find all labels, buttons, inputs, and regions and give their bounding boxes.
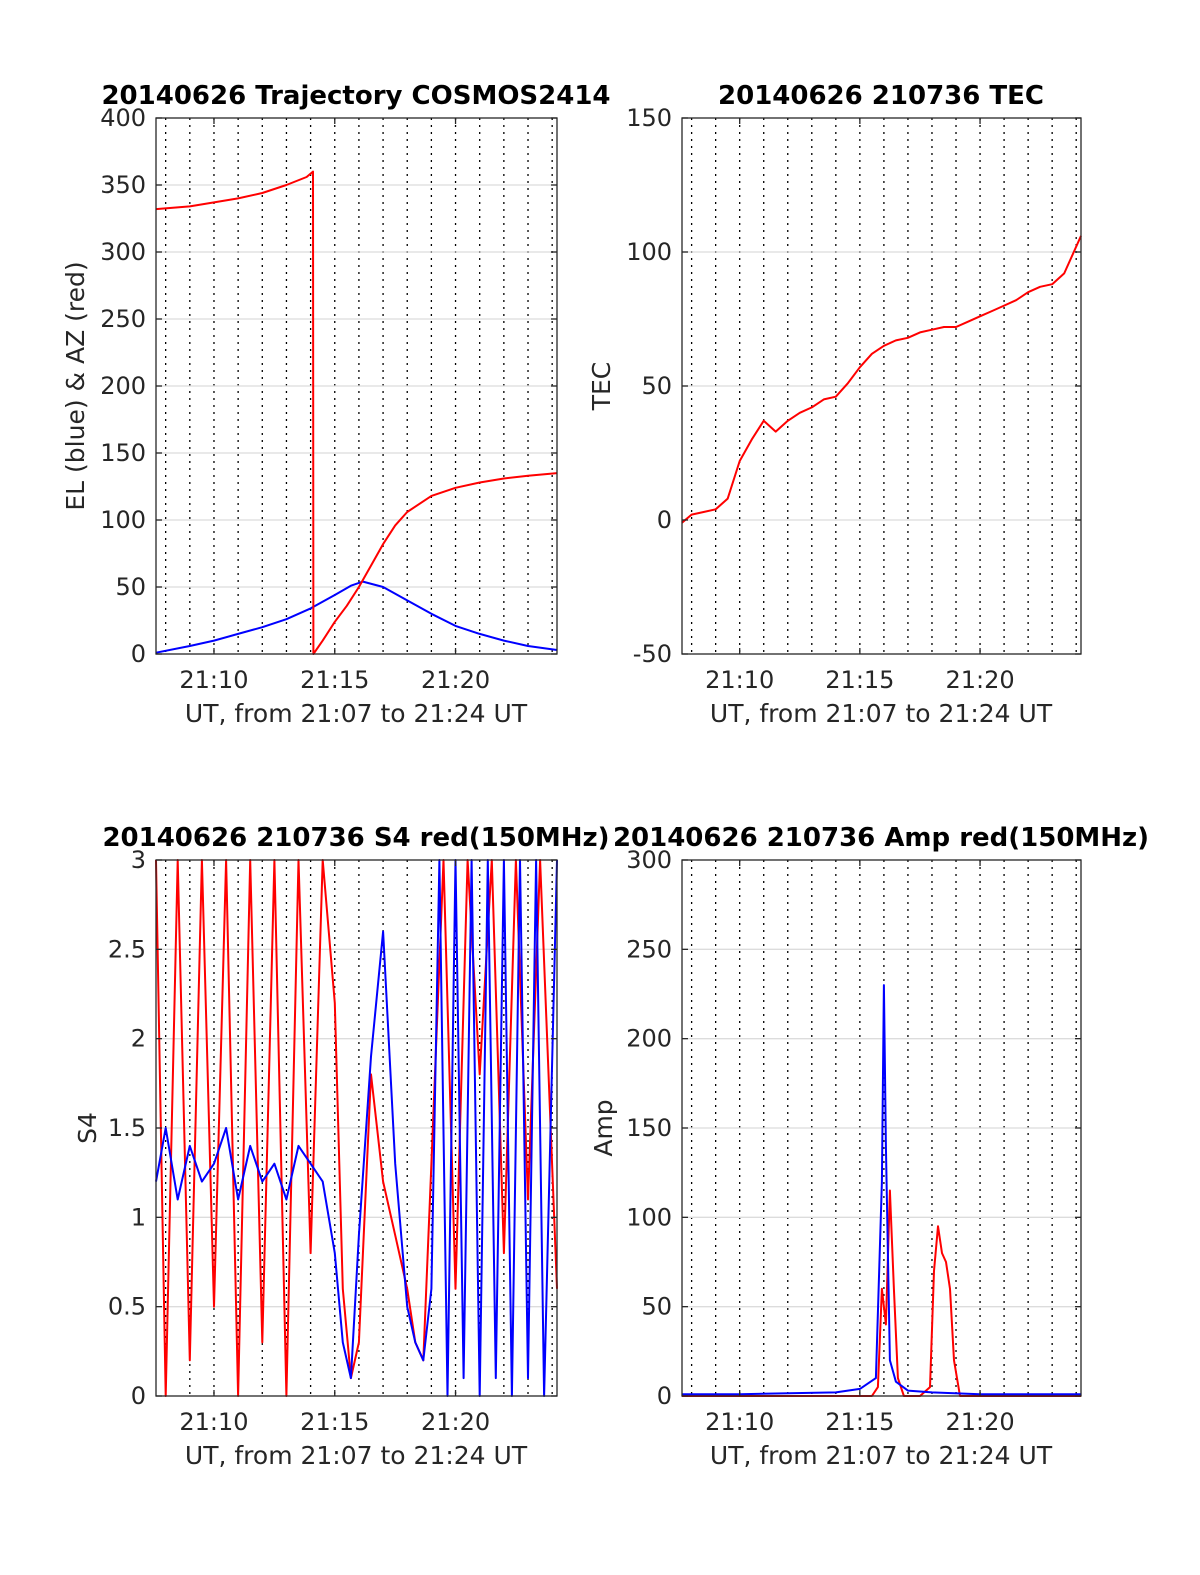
- y-tick-label: 0: [657, 506, 672, 534]
- y-tick-label: 150: [100, 439, 146, 467]
- series-layer: [155, 859, 558, 1397]
- x-axis-label: UT, from 21:07 to 21:24 UT: [710, 1441, 1053, 1470]
- y-tick-label: 150: [626, 104, 672, 132]
- series-layer: [681, 235, 1082, 524]
- series-line-red: [681, 235, 1082, 524]
- x-tick-labels: 21:10 21:15 21:20: [179, 118, 490, 694]
- y-tick-label: 350: [100, 171, 146, 199]
- series-line-red: [155, 859, 558, 1397]
- y-axis-label: TEC: [587, 362, 616, 412]
- y-tick-label: 2.5: [108, 935, 146, 963]
- chart-title: 20140626 210736 TEC: [718, 81, 1044, 111]
- y-tick-label: 3: [131, 846, 146, 874]
- x-tick-label: 21:15: [300, 666, 369, 694]
- x-axis-label: UT, from 21:07 to 21:24 UT: [710, 699, 1053, 728]
- x-tick-label: 21:20: [945, 1408, 1014, 1436]
- panel-s4: 0 0.5 1 1.5 2 2.5 3 21:10 21:15 21:20 20140626 2…: [73, 823, 610, 1470]
- series-line-blue: [682, 984, 1081, 1396]
- y-axis-label: Amp: [589, 1099, 618, 1156]
- y-tick-labels: 0 50 100 150 200 250 300 350 400: [100, 104, 557, 668]
- y-tick-label: 250: [100, 305, 146, 333]
- y-tick-label: 0: [131, 1382, 146, 1410]
- grid-lines: [682, 118, 1081, 654]
- series-layer: [155, 170, 558, 655]
- y-tick-label: 200: [626, 1025, 672, 1053]
- x-tick-label: 21:20: [421, 666, 490, 694]
- panel-tec: -50 0 50 100 150 21:10 21:15 21:20 20140626 21…: [587, 81, 1082, 728]
- y-tick-label: 300: [626, 846, 672, 874]
- grid-lines: [682, 860, 1081, 1396]
- x-tick-labels: 21:10 21:15 21:20: [705, 118, 1015, 694]
- series-line-az: [155, 170, 558, 655]
- x-tick-label: 21:15: [825, 1408, 894, 1436]
- chart-title: 20140626 210736 S4 red(150MHz): [102, 823, 609, 853]
- y-tick-label: 200: [100, 372, 146, 400]
- series-line-blue: [155, 859, 558, 1397]
- y-tick-label: 0: [657, 1382, 672, 1410]
- y-tick-labels: 0 50 100 150 200 250 300: [626, 846, 1081, 1410]
- y-tick-label: 0: [131, 640, 146, 668]
- y-tick-label: 50: [641, 372, 672, 400]
- y-tick-label: 250: [626, 935, 672, 963]
- y-tick-label: 50: [115, 573, 146, 601]
- y-tick-label: 300: [100, 238, 146, 266]
- grid-lines: [156, 860, 557, 1396]
- x-tick-label: 21:20: [421, 1408, 490, 1436]
- x-tick-label: 21:20: [945, 666, 1014, 694]
- y-tick-label: 100: [100, 506, 146, 534]
- y-tick-label: 50: [641, 1293, 672, 1321]
- y-tick-labels: 0 0.5 1 1.5 2 2.5 3: [108, 846, 557, 1410]
- x-tick-label: 21:10: [705, 1408, 774, 1436]
- chart-title: 20140626 210736 Amp red(150MHz): [613, 823, 1149, 853]
- x-tick-label: 21:15: [825, 666, 894, 694]
- x-axis-label: UT, from 21:07 to 21:24 UT: [185, 699, 528, 728]
- y-tick-label: -50: [633, 640, 672, 668]
- x-tick-labels: 21:10 21:15 21:20: [179, 860, 490, 1436]
- x-tick-label: 21:10: [705, 666, 774, 694]
- y-tick-label: 2: [131, 1025, 146, 1053]
- x-tick-label: 21:10: [179, 666, 248, 694]
- y-tick-label: 400: [100, 104, 146, 132]
- y-tick-label: 150: [626, 1114, 672, 1142]
- x-axis-label: UT, from 21:07 to 21:24 UT: [185, 1441, 528, 1470]
- panel-amp: 0 50 100 150 200 250 300 21:10 21:15 21:20 20140…: [589, 823, 1149, 1470]
- x-tick-label: 21:10: [179, 1408, 248, 1436]
- y-axis-label: S4: [73, 1112, 102, 1144]
- y-tick-label: 0.5: [108, 1293, 146, 1321]
- x-tick-label: 21:15: [300, 1408, 369, 1436]
- y-tick-label: 1: [131, 1203, 146, 1231]
- y-tick-labels: -50 0 50 100 150: [626, 104, 1081, 668]
- chart-title: 20140626 Trajectory COSMOS2414: [101, 81, 610, 111]
- y-tick-label: 100: [626, 1203, 672, 1231]
- series-line-el: [155, 580, 558, 654]
- y-tick-label: 1.5: [108, 1114, 146, 1142]
- x-tick-labels: 21:10 21:15 21:20: [705, 860, 1015, 1436]
- panel-trajectory: 0 50 100 150 200 250 300 350 400 21:10 21:15 21:20…: [61, 81, 611, 728]
- y-tick-label: 100: [626, 238, 672, 266]
- y-axis-label: EL (blue) & AZ (red): [61, 261, 90, 510]
